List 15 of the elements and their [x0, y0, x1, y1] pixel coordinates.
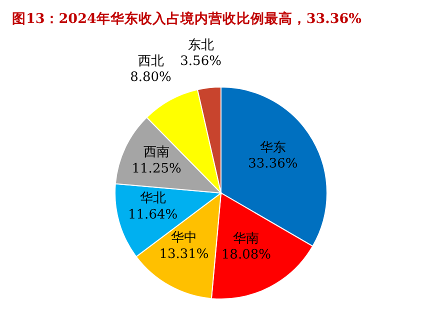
data-label: 11.64%: [128, 207, 178, 222]
slice-label: 华南: [233, 231, 260, 246]
slice-label: 西北: [138, 54, 164, 69]
data-label: 33.36%: [248, 156, 298, 172]
slice-label: 西南: [144, 145, 170, 160]
slice-label: 华东: [260, 140, 286, 156]
data-label: 8.80%: [130, 70, 172, 86]
slice-label: 东北: [188, 38, 214, 53]
slice-label: 华北: [140, 191, 166, 206]
data-label: 11.25%: [132, 161, 182, 176]
chart-title: 图13：2024年华东收入占境内营收比例最高，33.36%: [12, 10, 362, 28]
data-label: 18.08%: [221, 248, 271, 263]
data-label: 13.31%: [159, 246, 209, 262]
data-label: 3.56%: [180, 54, 222, 70]
slice-label: 华中: [170, 230, 197, 246]
